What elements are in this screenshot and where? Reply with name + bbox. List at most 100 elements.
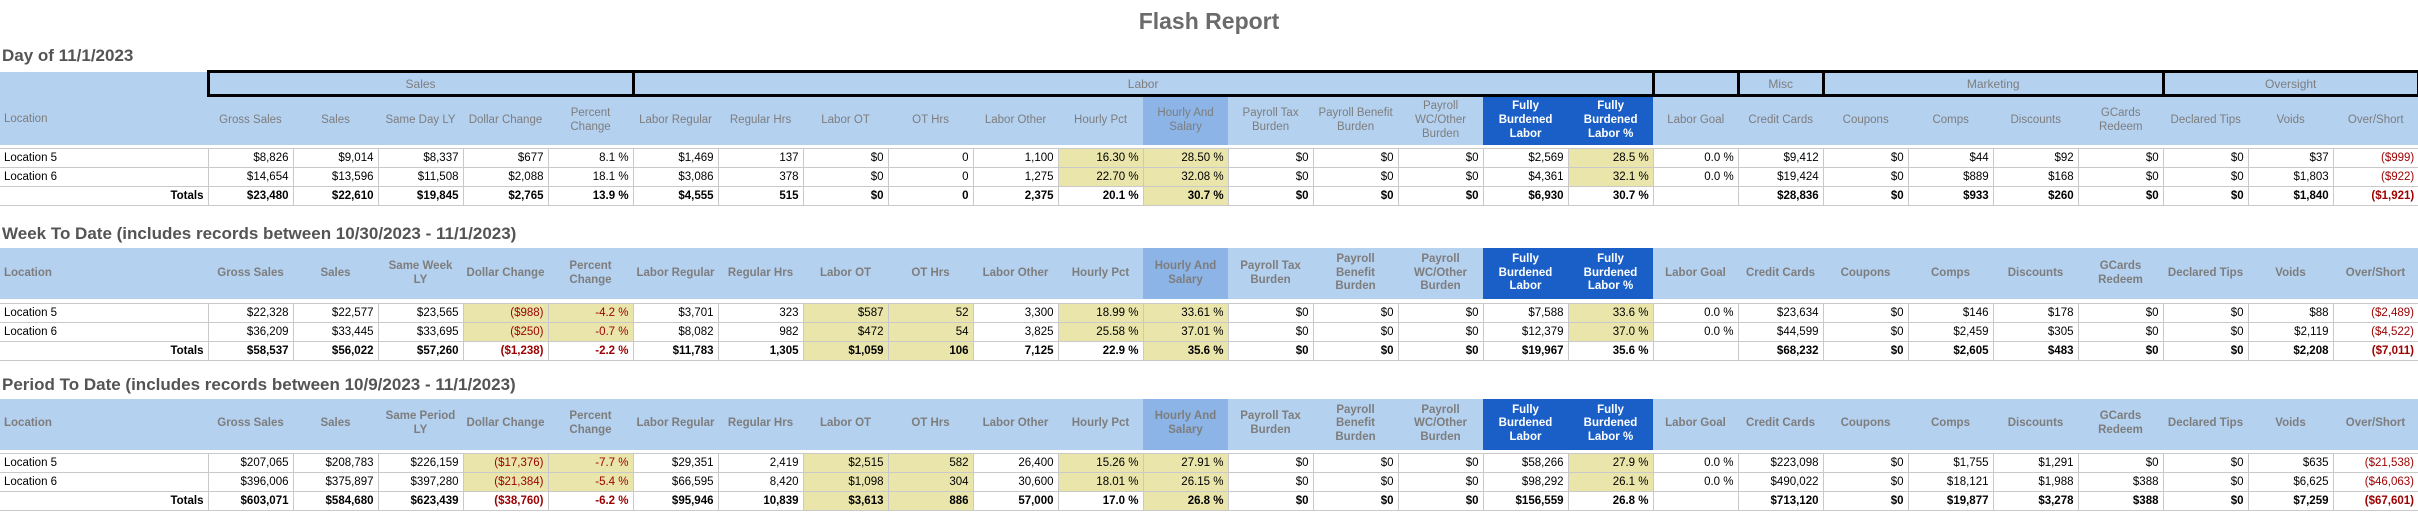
- data-cell: ($17,376): [462, 453, 549, 473]
- spacer-row: [0, 299, 2418, 303]
- data-cell: ($67,601): [2332, 491, 2418, 511]
- column-header-location: Location: [0, 398, 208, 450]
- data-cell: $0: [1397, 167, 1484, 187]
- column-header: Hourly Pct: [1058, 248, 1143, 299]
- data-cell: $0: [2162, 302, 2249, 323]
- data-cell: 0: [887, 186, 974, 206]
- data-cell: $37: [2247, 148, 2334, 168]
- data-cell: 22.70 %: [1057, 167, 1144, 187]
- column-header: Gross Sales: [208, 95, 293, 145]
- data-cell: 28.50 %: [1142, 148, 1229, 168]
- data-cell: $1,803: [2247, 167, 2334, 187]
- data-cell: $0: [1227, 491, 1314, 511]
- day-table: Sales Labor Misc Marketing Oversight Location…: [0, 70, 2418, 206]
- column-header: OT Hrs: [888, 398, 973, 450]
- data-cell: $0: [1397, 491, 1484, 511]
- data-cell: ($250): [462, 321, 549, 342]
- totals-row: Totals $23,480 $22,610 $19,845 $2,765 13.9 % $…: [0, 186, 2418, 206]
- column-header-row: Location Gross Sales Sales Same Week LY Doll…: [0, 248, 2418, 299]
- data-cell: $33,445: [292, 321, 379, 342]
- table-row: Location 5 $8,826 $9,014 $8,337 $677 8.1 % $1,…: [0, 148, 2418, 168]
- group-header-labor: Labor: [631, 70, 1655, 97]
- data-cell: $22,577: [292, 302, 379, 323]
- data-cell: 26.8 %: [1567, 491, 1654, 511]
- section-heading-period: Period To Date (includes records between…: [2, 374, 516, 394]
- data-cell: $7,588: [1482, 302, 1569, 323]
- data-cell: 0.0 %: [1652, 321, 1739, 342]
- column-header: Labor Regular: [633, 398, 718, 450]
- spacer: [0, 449, 2418, 454]
- data-cell: $0: [1822, 340, 1909, 361]
- column-header: Hourly And Salary: [1143, 248, 1228, 299]
- data-cell: $0: [1822, 321, 1909, 342]
- column-header: Fully Burdened Labor: [1483, 95, 1569, 145]
- data-cell: $207,065: [207, 453, 294, 473]
- data-cell: $483: [1992, 340, 2079, 361]
- data-cell: $0: [1822, 148, 1909, 168]
- data-cell: $0: [1227, 167, 1314, 187]
- column-header: Credit Cards: [1738, 398, 1823, 450]
- column-header: Payroll Tax Burden: [1228, 95, 1314, 145]
- data-cell: 27.9 %: [1567, 453, 1654, 473]
- column-header: GCards Redeem: [2078, 95, 2164, 145]
- data-cell: 37.0 %: [1567, 321, 1654, 342]
- data-cell: 0.0 %: [1652, 167, 1739, 187]
- group-header-marketing: Marketing: [1821, 70, 2165, 97]
- column-header: Labor Regular: [633, 248, 718, 299]
- data-cell: 16.30 %: [1057, 148, 1144, 168]
- data-cell: $44: [1907, 148, 1994, 168]
- data-cell: $2,119: [2247, 321, 2334, 342]
- data-cell: $92: [1992, 148, 2079, 168]
- data-cell: 323: [717, 302, 804, 323]
- column-header: Fully Burdened Labor: [1483, 248, 1568, 299]
- data-cell: $0: [2162, 148, 2249, 168]
- group-header-sales: Sales: [206, 70, 635, 97]
- data-cell: $23,565: [377, 302, 464, 323]
- data-cell: $1,469: [632, 148, 719, 168]
- data-cell: $587: [802, 302, 889, 323]
- data-cell: $22,328: [207, 302, 294, 323]
- column-header: Declared Tips: [2163, 248, 2248, 299]
- data-cell: -5.4 %: [547, 472, 634, 492]
- data-cell: $0: [2077, 148, 2164, 168]
- data-cell: ($38,760): [462, 491, 549, 511]
- row-label: Location 5: [0, 148, 209, 168]
- data-cell: $9,412: [1737, 148, 1824, 168]
- data-cell: $0: [2162, 186, 2249, 206]
- data-cell: $29,351: [632, 453, 719, 473]
- data-cell: $2,569: [1482, 148, 1569, 168]
- data-cell: [1652, 340, 1739, 361]
- data-cell: $0: [2077, 321, 2164, 342]
- column-header-row: Location Gross Sales Sales Same Period LY Do…: [0, 398, 2418, 450]
- column-header: Percent Change: [548, 95, 634, 145]
- data-cell: $0: [1312, 321, 1399, 342]
- column-header: Labor Goal: [1653, 248, 1738, 299]
- data-cell: $603,071: [207, 491, 294, 511]
- data-cell: $0: [1822, 302, 1909, 323]
- spacer: [0, 144, 2418, 149]
- data-cell: $0: [2077, 340, 2164, 361]
- data-cell: 8,420: [717, 472, 804, 492]
- column-header: Same Week LY: [378, 248, 463, 299]
- data-cell: $2,088: [462, 167, 549, 187]
- data-cell: ($922): [2332, 167, 2418, 187]
- data-cell: $933: [1907, 186, 1994, 206]
- data-cell: 26.8 %: [1142, 491, 1229, 511]
- data-cell: $0: [1227, 148, 1314, 168]
- row-label: Location 5: [0, 453, 209, 473]
- column-header: Same Period LY: [378, 398, 463, 450]
- column-header: Credit Cards: [1738, 95, 1824, 145]
- data-cell: $0: [2077, 302, 2164, 323]
- data-cell: -6.2 %: [547, 491, 634, 511]
- data-cell: $68,232: [1737, 340, 1824, 361]
- data-cell: ($999): [2332, 148, 2418, 168]
- data-cell: $11,783: [632, 340, 719, 361]
- data-cell: ($2,489): [2332, 302, 2418, 323]
- table-row: Location 5 $207,065 $208,783 $226,159 ($17,3…: [0, 453, 2418, 473]
- column-header: GCards Redeem: [2078, 398, 2163, 450]
- column-header: Payroll WC/Other Burden: [1398, 248, 1483, 299]
- data-cell: $0: [1312, 148, 1399, 168]
- week-to-date-table: Location Gross Sales Sales Same Week LY Doll…: [0, 248, 2418, 361]
- data-cell: $388: [2077, 491, 2164, 511]
- data-cell: $3,086: [632, 167, 719, 187]
